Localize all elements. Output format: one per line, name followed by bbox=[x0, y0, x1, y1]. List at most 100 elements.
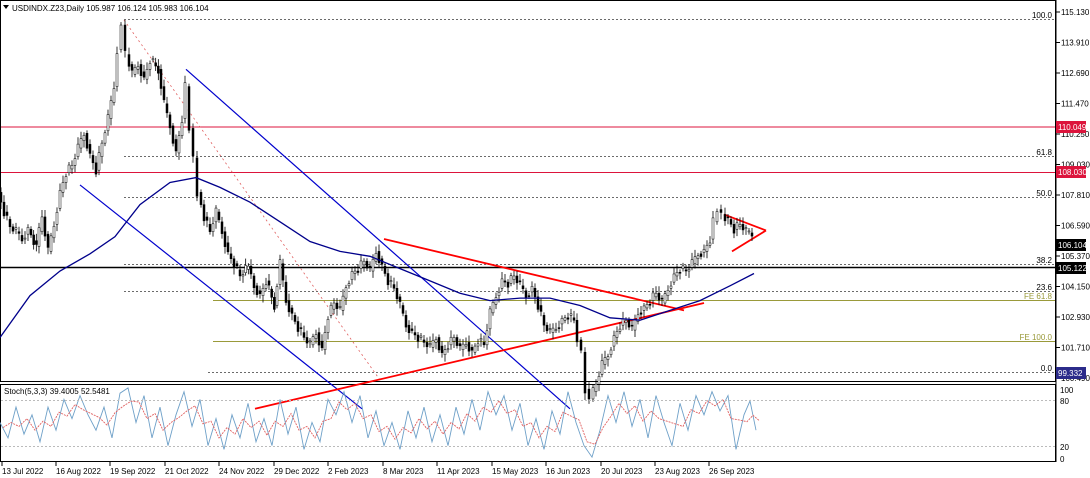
candle bbox=[267, 273, 271, 291]
candle bbox=[708, 236, 712, 249]
candle bbox=[214, 205, 218, 229]
candle bbox=[726, 213, 730, 225]
candle bbox=[744, 224, 748, 235]
candle bbox=[290, 304, 294, 321]
candle bbox=[551, 323, 555, 340]
candle bbox=[548, 323, 552, 334]
candle bbox=[11, 223, 15, 235]
price-boxes: 110.049 108.030 106.104 105.122 99.332 bbox=[1056, 121, 1087, 379]
candle bbox=[563, 314, 567, 324]
candle bbox=[174, 134, 178, 156]
candle bbox=[618, 322, 622, 335]
candle bbox=[241, 269, 245, 283]
candle bbox=[347, 280, 351, 289]
candle bbox=[539, 298, 543, 317]
price-tick-label: 102.930 bbox=[1061, 313, 1090, 322]
date-label: 13 Jul 2022 bbox=[2, 467, 44, 476]
candle bbox=[425, 337, 429, 354]
candle bbox=[208, 217, 212, 235]
collapse-triangle-icon bbox=[3, 5, 9, 9]
candle bbox=[183, 75, 187, 124]
candle bbox=[600, 353, 604, 378]
candle bbox=[26, 224, 30, 242]
candle bbox=[684, 264, 688, 276]
candle bbox=[386, 268, 390, 290]
date-axis: 13 Jul 2022 16 Aug 2022 19 Sep 2022 21 Oct … bbox=[1, 462, 755, 476]
trend-lines bbox=[79, 68, 767, 410]
stoch-signal-line bbox=[2, 398, 760, 445]
price-tick-label: 110.250 bbox=[1061, 130, 1090, 139]
candle bbox=[67, 162, 71, 176]
candle bbox=[461, 339, 465, 357]
candle bbox=[293, 312, 297, 325]
candle bbox=[566, 312, 570, 325]
candle bbox=[518, 273, 522, 285]
candle bbox=[715, 208, 719, 225]
black-level-box bbox=[1056, 262, 1086, 274]
candle bbox=[606, 353, 610, 367]
chart-header: USDINDX.Z23,Daily 105.987 106.124 105.98… bbox=[3, 4, 209, 396]
candle bbox=[112, 81, 116, 106]
date-label: 21 Oct 2022 bbox=[165, 467, 209, 476]
candle bbox=[43, 210, 47, 242]
candle bbox=[258, 285, 262, 299]
trend-line bbox=[185, 68, 571, 410]
candle bbox=[572, 310, 576, 324]
candle bbox=[711, 211, 715, 244]
candle bbox=[76, 137, 80, 160]
candle bbox=[410, 321, 414, 334]
date-label: 2 Feb 2023 bbox=[328, 467, 369, 476]
candle bbox=[591, 384, 595, 402]
price-tick-label: 115.130 bbox=[1061, 8, 1090, 17]
black-level-value: 105.122 bbox=[1058, 264, 1087, 273]
candle bbox=[470, 344, 474, 358]
date-label: 11 Apr 2023 bbox=[437, 467, 480, 476]
fib-labels: 100.0 61.8 50.0 38.2 23.6 0.0 FE 61.8 FE… bbox=[1020, 11, 1053, 373]
candle bbox=[419, 333, 423, 341]
candle bbox=[350, 266, 354, 285]
candle bbox=[579, 336, 583, 354]
date-label: 8 Mar 2023 bbox=[383, 467, 424, 476]
candle bbox=[278, 254, 282, 290]
candle bbox=[195, 150, 199, 202]
candle bbox=[97, 145, 101, 176]
candle bbox=[446, 341, 450, 353]
candle bbox=[482, 335, 486, 348]
candle bbox=[476, 338, 480, 351]
candles bbox=[0, 20, 754, 404]
candle bbox=[226, 235, 230, 255]
candle bbox=[223, 226, 227, 254]
candle bbox=[46, 231, 50, 255]
candle bbox=[61, 175, 65, 198]
current-price-value: 106.104 bbox=[1058, 241, 1087, 250]
level-mid-box bbox=[1056, 166, 1086, 178]
candle bbox=[165, 96, 169, 118]
candle bbox=[191, 123, 195, 163]
candle bbox=[159, 64, 163, 96]
candle bbox=[542, 312, 546, 333]
candle bbox=[464, 337, 468, 350]
fib-0-label: 0.0 bbox=[1041, 364, 1053, 373]
candle bbox=[719, 204, 723, 220]
candle bbox=[440, 341, 444, 358]
candle bbox=[133, 64, 137, 78]
level-mid-value: 108.030 bbox=[1058, 168, 1087, 177]
date-label: 16 Aug 2022 bbox=[56, 467, 101, 476]
level-high-value: 110.049 bbox=[1058, 123, 1087, 132]
candle bbox=[154, 57, 157, 71]
candle bbox=[40, 210, 44, 235]
candle bbox=[55, 207, 59, 232]
candle bbox=[2, 195, 6, 219]
candle bbox=[91, 150, 95, 170]
candle bbox=[302, 325, 306, 341]
candle bbox=[0, 187, 3, 210]
candle bbox=[738, 217, 742, 230]
candle bbox=[177, 130, 181, 160]
candle bbox=[723, 207, 727, 226]
candle bbox=[323, 325, 327, 355]
stoch-tick-20: 20 bbox=[1060, 443, 1069, 452]
candle bbox=[94, 155, 98, 178]
current-price-box bbox=[1056, 239, 1086, 251]
stoch-pane bbox=[0, 384, 1056, 462]
